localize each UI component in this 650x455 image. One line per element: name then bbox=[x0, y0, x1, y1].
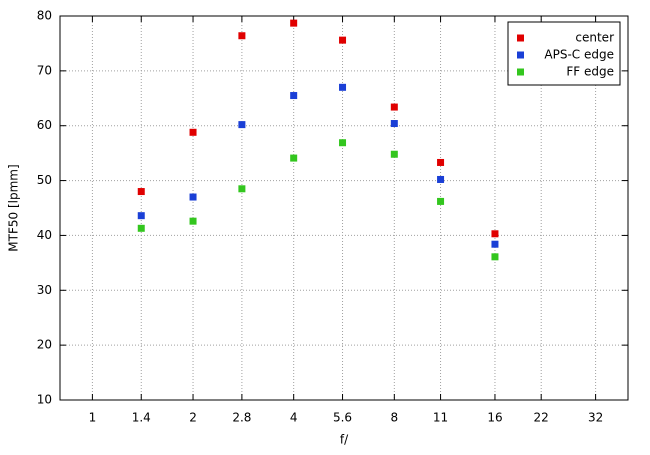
plot-frame bbox=[59, 15, 629, 401]
y-tick-label: 30 bbox=[37, 283, 52, 297]
x-tick-label: 1 bbox=[89, 411, 97, 425]
point bbox=[390, 103, 398, 111]
legend-label: center bbox=[575, 31, 614, 45]
point bbox=[339, 139, 347, 147]
y-tick-label: 60 bbox=[37, 118, 52, 132]
point bbox=[238, 185, 246, 193]
x-tick-label: 16 bbox=[487, 411, 502, 425]
point bbox=[189, 217, 197, 225]
point bbox=[238, 121, 246, 129]
point bbox=[491, 253, 499, 261]
point bbox=[491, 240, 499, 248]
point bbox=[189, 128, 197, 136]
x-tick-label: 22 bbox=[534, 411, 549, 425]
point bbox=[437, 158, 445, 166]
x-tick-label: 5.6 bbox=[333, 411, 352, 425]
x-tick-label: 1.4 bbox=[132, 411, 151, 425]
point bbox=[290, 154, 298, 162]
y-tick-label: 20 bbox=[37, 338, 52, 352]
x-tick-label: 4 bbox=[290, 411, 298, 425]
legend-label: FF edge bbox=[566, 65, 614, 79]
point bbox=[189, 193, 197, 201]
y-axis-label: MTF50 [lpmm] bbox=[7, 164, 21, 251]
legend-marker bbox=[517, 68, 524, 76]
point bbox=[437, 197, 445, 205]
legend-label: APS-C edge bbox=[544, 48, 614, 62]
x-tick-label: 8 bbox=[390, 411, 398, 425]
x-tick-label: 11 bbox=[433, 411, 448, 425]
x-tick-label: 2.8 bbox=[232, 411, 251, 425]
legend-box bbox=[507, 21, 621, 86]
point bbox=[238, 32, 246, 40]
point bbox=[390, 150, 398, 158]
point bbox=[137, 188, 145, 196]
legend-marker bbox=[517, 51, 524, 59]
point bbox=[290, 92, 298, 100]
point bbox=[137, 224, 145, 232]
point bbox=[437, 175, 445, 183]
point bbox=[290, 19, 298, 27]
point bbox=[339, 36, 347, 44]
legend-marker bbox=[517, 34, 524, 42]
y-tick-label: 50 bbox=[37, 173, 52, 187]
y-tick-label: 80 bbox=[37, 9, 52, 23]
x-tick-label: 32 bbox=[588, 411, 603, 425]
y-tick-label: 70 bbox=[37, 63, 52, 77]
y-tick-label: 40 bbox=[37, 228, 52, 242]
point bbox=[491, 230, 499, 238]
point bbox=[137, 212, 145, 220]
x-tick-label: 2 bbox=[189, 411, 197, 425]
y-tick-label: 10 bbox=[37, 393, 52, 407]
point bbox=[339, 83, 347, 91]
point bbox=[390, 120, 398, 128]
x-axis-label: f/ bbox=[340, 433, 349, 447]
